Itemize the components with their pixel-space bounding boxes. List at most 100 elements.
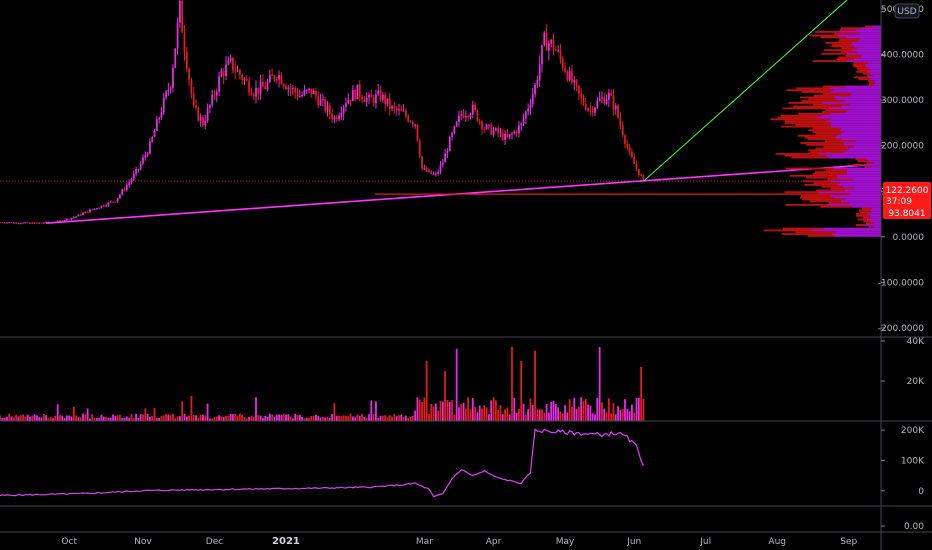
profile-bar-up xyxy=(837,34,881,37)
candle-body xyxy=(321,99,324,101)
profile-bar-up xyxy=(873,162,881,164)
candle-body xyxy=(82,213,84,216)
candle-body xyxy=(139,163,142,169)
profile-bar-up xyxy=(836,176,881,179)
candle-body xyxy=(614,105,617,110)
volume-bar xyxy=(642,398,645,421)
profile-bar-down xyxy=(795,123,831,126)
profile-bar-down xyxy=(810,151,844,154)
profile-bar-down xyxy=(801,91,831,93)
candle-body xyxy=(204,120,207,126)
profile-bar-up xyxy=(864,163,881,166)
volume-bar xyxy=(621,408,624,421)
candle-body xyxy=(603,97,606,104)
candle-body xyxy=(497,128,500,134)
y-tick-label: 40K xyxy=(907,337,925,347)
profile-bar-up xyxy=(843,143,881,146)
volume-bar xyxy=(162,415,165,421)
volume-bar xyxy=(185,416,188,421)
candle-body xyxy=(434,173,437,175)
price-axis[interactable]: 500.0000400.0000300.0000200.0000100.0000… xyxy=(878,5,925,532)
volume-bar xyxy=(628,411,631,421)
candle-body xyxy=(439,164,442,172)
candle-body xyxy=(453,126,456,134)
candle-body xyxy=(1,222,4,224)
volume-bar xyxy=(268,413,271,421)
volume-bar xyxy=(547,412,550,421)
profile-bar-up xyxy=(873,80,881,82)
profile-bar-down xyxy=(789,174,837,177)
volume-bar xyxy=(605,412,608,421)
candle-body xyxy=(84,211,87,214)
candle-body xyxy=(287,87,290,90)
currency-button[interactable] xyxy=(894,3,920,19)
profile-bar-down xyxy=(804,136,835,139)
time-axis[interactable]: Oct Nov Dec 2021 Mar Apr May Jun Jul Aug Sep xyxy=(61,536,857,547)
volume-bar xyxy=(22,414,24,421)
candle-body xyxy=(591,109,594,113)
volume-bar xyxy=(451,400,453,421)
profile-bar-down xyxy=(805,176,837,179)
candle-body xyxy=(245,79,248,81)
volume-bar xyxy=(460,404,463,421)
candle-body xyxy=(42,222,45,224)
volume-bar xyxy=(598,347,601,421)
profile-bar-up xyxy=(853,45,881,48)
volume-bar xyxy=(29,416,31,421)
volume-bar xyxy=(428,413,430,421)
volume-bar xyxy=(520,361,523,421)
volume-bar xyxy=(89,418,91,421)
candle-body xyxy=(22,222,24,224)
profile-bar-up xyxy=(873,225,881,228)
candle-body xyxy=(17,223,20,225)
profile-bar-up xyxy=(828,107,881,110)
candle-body xyxy=(192,93,195,105)
volume-bar xyxy=(504,409,506,421)
profile-bar-down xyxy=(852,163,865,166)
profile-bar-down xyxy=(852,63,865,66)
candle-body xyxy=(541,45,543,65)
candle-body xyxy=(165,91,167,98)
profile-bar-down xyxy=(828,202,849,205)
volume-pane[interactable] xyxy=(0,347,645,421)
candle-body xyxy=(33,222,36,224)
volume-bar xyxy=(490,400,493,421)
volume-bar xyxy=(391,416,393,421)
target-arrow[interactable] xyxy=(643,0,864,182)
volume-bar xyxy=(252,417,255,421)
candle-body xyxy=(368,94,370,98)
volume-bar xyxy=(321,417,324,421)
volume-bar xyxy=(95,418,98,421)
oscillator-pane[interactable] xyxy=(0,428,645,498)
volume-bar xyxy=(361,413,363,421)
volume-bar xyxy=(183,413,186,421)
profile-bar-up xyxy=(853,58,881,61)
profile-bar-down xyxy=(836,58,854,61)
profile-bar-down xyxy=(823,92,852,95)
volume-bar xyxy=(195,415,197,421)
volume-bar xyxy=(492,397,495,421)
profile-bar-down xyxy=(840,27,861,30)
price-pane[interactable] xyxy=(0,0,882,225)
volume-bar xyxy=(368,414,370,421)
profile-bar-up xyxy=(848,202,881,205)
profile-bar-up xyxy=(834,234,881,237)
volume-bar xyxy=(538,409,541,421)
candle-body xyxy=(375,94,377,103)
volume-bar xyxy=(280,415,283,421)
candle-body xyxy=(536,79,539,85)
profile-bar-down xyxy=(807,234,835,237)
volume-bar xyxy=(340,416,343,421)
candle-body xyxy=(215,91,218,96)
candle-body xyxy=(527,108,530,112)
candle-body xyxy=(250,92,253,95)
volume-bar xyxy=(571,406,573,421)
volume-bar xyxy=(624,399,626,421)
profile-bar-down xyxy=(812,131,845,133)
candle-body xyxy=(222,71,225,76)
candle-body xyxy=(524,111,527,119)
hline-price-value: 93.8041 xyxy=(888,209,925,219)
profile-bar-down xyxy=(868,80,874,82)
volume-bar xyxy=(421,402,423,421)
